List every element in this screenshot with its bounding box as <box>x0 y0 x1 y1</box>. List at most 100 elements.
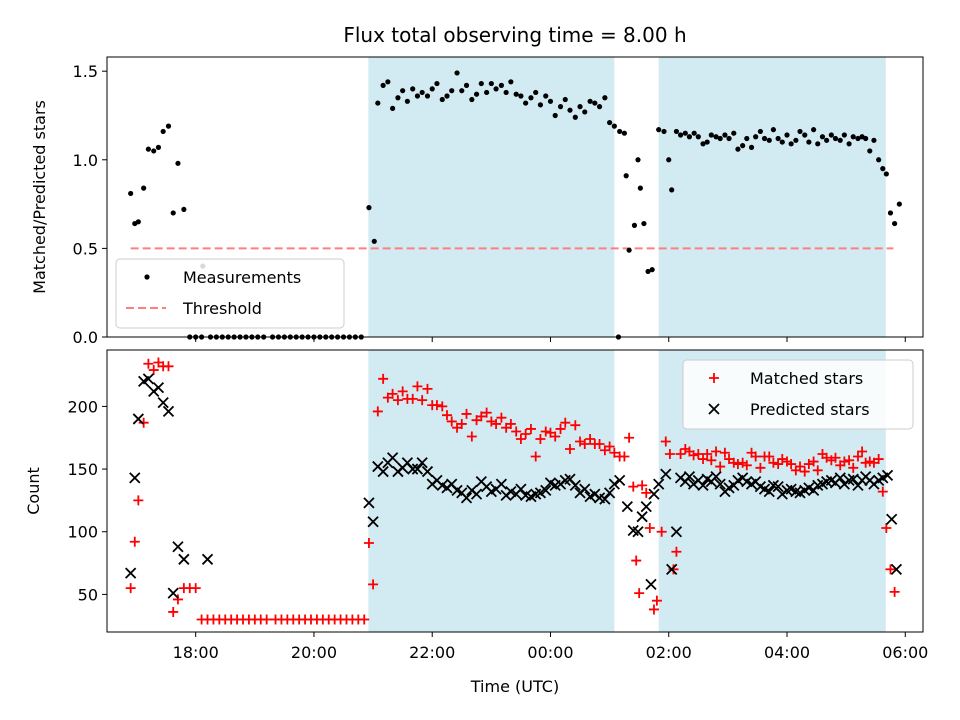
matched-point <box>491 418 502 429</box>
measurement-point <box>740 143 746 149</box>
matched-point <box>839 456 850 467</box>
measurement-point <box>837 137 843 143</box>
axes-frame <box>106 56 924 338</box>
y-tick-label: 200 <box>67 397 98 416</box>
measurement-point <box>708 132 714 138</box>
measurement-point <box>484 89 490 96</box>
matched-point <box>129 536 140 547</box>
legend-plus-marker <box>709 373 719 383</box>
matched-point <box>693 449 704 460</box>
measurement-point <box>784 132 790 138</box>
x-tick-label: 22:00 <box>409 643 455 662</box>
x-axis-label: Time (UTC) <box>470 677 559 696</box>
predicted-point <box>881 469 894 481</box>
measurement-point <box>717 135 723 142</box>
measurement-point <box>508 79 514 85</box>
measurement-point <box>797 128 803 135</box>
measurement-point <box>850 134 856 140</box>
matched-point <box>660 436 671 447</box>
measurement-point <box>641 220 647 227</box>
matched-point <box>702 449 713 460</box>
predicted-point <box>683 470 696 483</box>
y-tick-label: 1.0 <box>73 151 98 170</box>
predicted-point <box>653 478 665 490</box>
matched-point <box>741 460 752 471</box>
measurement-point <box>788 141 794 147</box>
predicted-point <box>162 405 175 418</box>
measurement-point <box>802 132 808 138</box>
measurement-point <box>883 171 889 177</box>
measurement-point <box>892 220 898 227</box>
measurement-point <box>454 70 460 76</box>
y-tick-label: 150 <box>67 460 98 479</box>
measurement-point <box>748 144 755 150</box>
predicted-point <box>579 483 591 495</box>
predicted-point <box>178 553 190 565</box>
measurement-point <box>170 210 176 216</box>
predicted-point <box>495 478 508 490</box>
y-axis-label: Matched/Predicted stars <box>30 100 49 294</box>
matched-point <box>550 431 561 442</box>
measurement-point <box>661 128 667 135</box>
measurement-point <box>770 127 777 133</box>
measurement-point <box>666 157 672 163</box>
predicted-point <box>201 553 214 565</box>
predicted-point <box>416 457 428 469</box>
matched-point <box>143 358 154 369</box>
matched-point <box>163 361 174 372</box>
predicted-point <box>540 484 552 497</box>
measurement-point <box>713 134 719 140</box>
matched-point <box>579 439 590 449</box>
measurement-point <box>691 130 697 136</box>
measurement-point <box>757 128 763 135</box>
x-tick-label: 00:00 <box>527 643 573 662</box>
matched-point <box>664 449 675 460</box>
measurement-point <box>876 157 882 163</box>
matched-point <box>481 407 492 418</box>
measurement-point <box>726 135 732 142</box>
measurement-point <box>621 130 627 136</box>
measurement-point <box>731 130 737 136</box>
measurement-point <box>371 238 377 244</box>
measurement-point <box>518 93 524 99</box>
matched-point <box>535 433 546 444</box>
predicted-point <box>129 472 141 484</box>
measurement-point <box>811 127 817 133</box>
predicted-point <box>886 513 898 525</box>
measurement-point <box>577 104 583 110</box>
y-tick-label: 0.5 <box>73 239 98 258</box>
measurement-point <box>375 100 381 106</box>
measurement-point <box>623 173 629 179</box>
measurement-point <box>165 123 172 129</box>
measurement-point <box>824 137 830 143</box>
matched-point <box>848 462 859 473</box>
measurement-point <box>503 89 509 96</box>
matched-point <box>773 459 784 470</box>
predicted-point <box>603 487 616 499</box>
matched-point <box>446 416 457 427</box>
measurement-point <box>841 132 847 138</box>
measurement-point <box>775 135 781 142</box>
predicted-point <box>515 483 527 495</box>
matched-point <box>644 522 655 533</box>
matched-point <box>628 481 639 492</box>
predicted-point <box>599 493 611 505</box>
predicted-point <box>890 563 903 575</box>
matched-point <box>417 395 428 406</box>
measurement-point <box>753 134 759 140</box>
matched-point <box>148 365 159 376</box>
measurement-point <box>645 268 651 275</box>
predicted-point <box>666 563 678 575</box>
predicted-point <box>167 587 179 599</box>
matched-point <box>466 431 477 442</box>
predicted-point <box>660 468 672 480</box>
measurement-point <box>572 114 578 120</box>
matched-point <box>750 451 761 462</box>
matched-point <box>505 418 516 429</box>
measurement-point <box>543 93 549 99</box>
y-tick-label: 1.5 <box>73 62 98 81</box>
matched-point <box>885 564 896 575</box>
matched-point <box>560 417 571 428</box>
measurement-point <box>871 137 877 143</box>
predicted-point <box>377 465 389 478</box>
